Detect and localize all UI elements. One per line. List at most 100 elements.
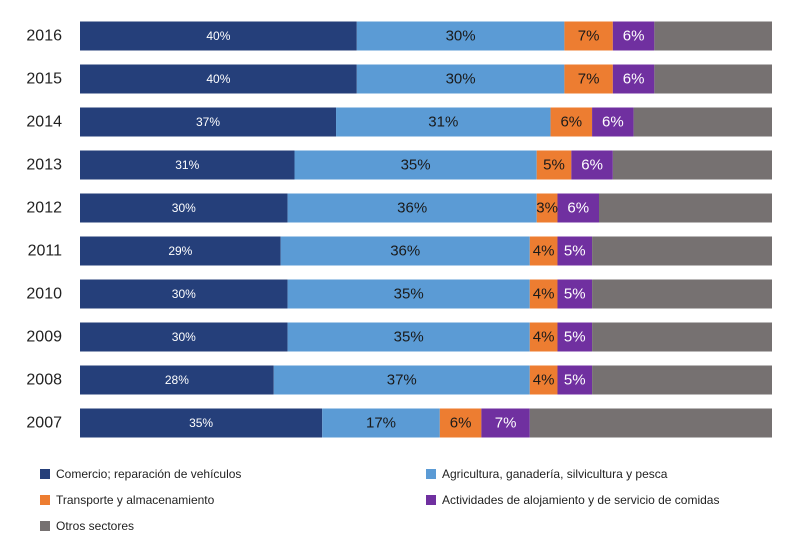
data-label: 35%	[394, 329, 424, 346]
bar-row-2014: 2014 37% 31% 6% 6%	[26, 107, 772, 137]
bar-segment	[287, 193, 537, 223]
data-label: 36%	[390, 243, 420, 260]
category-label: 2008	[26, 372, 62, 389]
data-label: 40%	[206, 72, 230, 86]
data-label: 28%	[165, 373, 189, 387]
bar-segment	[80, 107, 337, 137]
bar-row-2011: 2011 29% 36% 4% 5%	[28, 236, 772, 266]
bar-segment	[612, 150, 772, 180]
data-label: 29%	[168, 244, 192, 258]
bar-segment	[356, 64, 565, 94]
bar-segment	[592, 365, 772, 395]
data-label: 5%	[564, 329, 586, 346]
category-label: 2012	[26, 200, 62, 217]
bar-segment	[592, 107, 634, 137]
data-label: 5%	[543, 157, 565, 174]
data-label: 40%	[206, 29, 230, 43]
data-label: 35%	[189, 416, 213, 430]
data-label: 6%	[623, 28, 645, 45]
bar-segment	[294, 150, 537, 180]
bar-segment	[564, 64, 613, 94]
bar-segment	[529, 322, 558, 352]
data-label: 6%	[450, 415, 472, 432]
bar-segment	[536, 150, 572, 180]
data-label: 6%	[567, 200, 589, 217]
bar-segment	[599, 193, 772, 223]
category-label: 2011	[28, 243, 63, 260]
legend-label: Agricultura, ganadería, silvicultura y p…	[442, 467, 668, 481]
bar-segment	[80, 365, 274, 395]
bar-segment	[529, 236, 558, 266]
legend-item: Transporte y almacenamiento	[40, 493, 215, 507]
data-label: 35%	[394, 286, 424, 303]
bar-segment	[80, 193, 288, 223]
legend-swatch	[426, 495, 436, 505]
data-label: 17%	[366, 415, 396, 432]
bar-segment	[654, 64, 772, 94]
data-label: 6%	[623, 71, 645, 88]
bar-segment	[80, 21, 357, 51]
bar-segment	[322, 408, 440, 438]
bar-segment	[557, 322, 593, 352]
data-label: 6%	[560, 114, 582, 131]
data-label: 3%	[536, 200, 558, 217]
bar-segment	[612, 21, 655, 51]
category-label: 2007	[26, 415, 62, 432]
bar-segment	[356, 21, 565, 51]
bar-segment	[564, 21, 613, 51]
data-label: 4%	[533, 286, 555, 303]
bar-segment	[80, 64, 357, 94]
bar-segment	[557, 279, 593, 309]
bar-segment	[557, 236, 593, 266]
bar-row-2008: 2008 28% 37% 4% 5%	[26, 365, 772, 395]
bar-segment	[280, 236, 530, 266]
bar-row-2012: 2012 30% 36% 3% 6%	[26, 193, 772, 223]
bar-segment	[80, 150, 295, 180]
bar-segment	[481, 408, 530, 438]
category-label: 2016	[26, 28, 62, 45]
data-label: 37%	[196, 115, 220, 129]
bar-segment	[557, 193, 599, 223]
bar-segment	[273, 365, 530, 395]
data-label: 7%	[578, 28, 600, 45]
category-label: 2010	[26, 286, 62, 303]
legend-swatch	[40, 469, 50, 479]
category-label: 2013	[26, 157, 62, 174]
data-label: 31%	[175, 158, 199, 172]
data-label: 35%	[401, 157, 431, 174]
data-label: 7%	[578, 71, 600, 88]
data-label: 6%	[581, 157, 603, 174]
data-label: 31%	[428, 114, 458, 131]
category-label: 2009	[26, 329, 62, 346]
data-label: 30%	[446, 71, 476, 88]
data-label: 4%	[533, 372, 555, 389]
bar-row-2007: 2007 35% 17% 6% 7%	[26, 408, 772, 438]
category-label: 2015	[26, 71, 62, 88]
legend-item: Otros sectores	[40, 519, 134, 533]
bar-segment	[654, 21, 772, 51]
bar-segment	[529, 365, 558, 395]
legend-label: Transporte y almacenamiento	[56, 493, 215, 507]
bar-segment	[557, 365, 593, 395]
bar-segment	[287, 279, 530, 309]
bar-segment	[529, 279, 558, 309]
data-label: 5%	[564, 372, 586, 389]
legend-item: Agricultura, ganadería, silvicultura y p…	[426, 467, 668, 481]
bar-segment	[80, 408, 323, 438]
data-label: 5%	[564, 286, 586, 303]
bar-segment	[80, 322, 288, 352]
plot-area: 2016 40% 30% 7% 6% 2015 40% 30% 7% 6% 2014 37% 31% 6%…	[26, 21, 772, 438]
bar-segment	[536, 193, 558, 223]
data-label: 30%	[172, 201, 196, 215]
data-label: 4%	[533, 243, 555, 260]
legend: Comercio; reparación de vehículos Agricul…	[40, 467, 719, 533]
data-label: 37%	[387, 372, 417, 389]
data-label: 6%	[602, 114, 624, 131]
legend-label: Comercio; reparación de vehículos	[56, 467, 241, 481]
bar-segment	[529, 408, 772, 438]
bar-row-2016: 2016 40% 30% 7% 6%	[26, 21, 772, 51]
bar-segment	[592, 279, 772, 309]
bar-segment	[439, 408, 482, 438]
category-label: 2014	[26, 114, 62, 131]
bar-segment	[336, 107, 551, 137]
